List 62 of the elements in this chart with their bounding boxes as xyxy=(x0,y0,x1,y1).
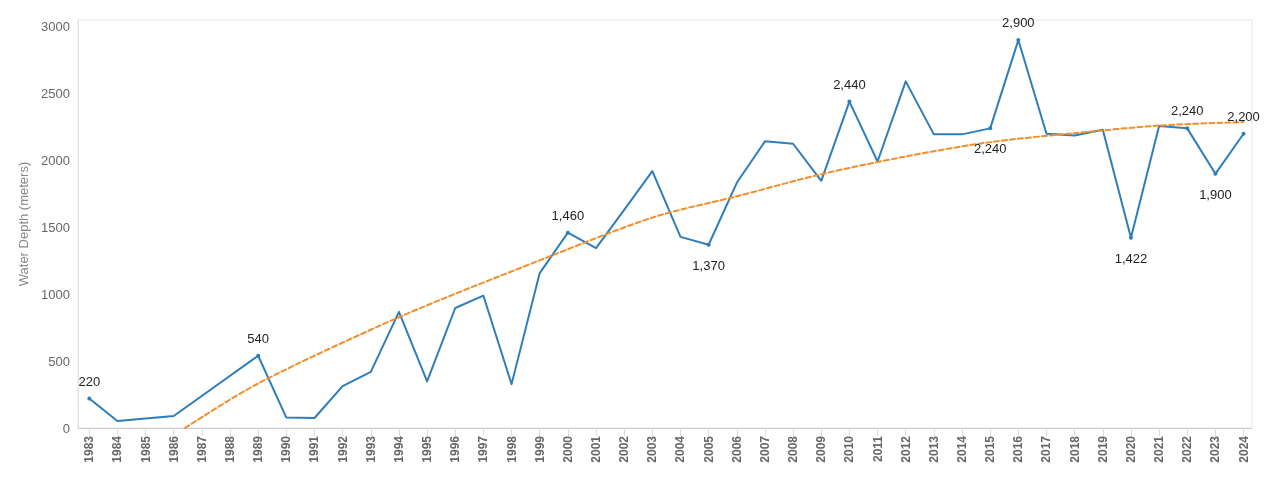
x-tick-label: 2024 xyxy=(1236,435,1251,463)
x-tick-label: 2019 xyxy=(1095,435,1110,463)
x-tick-label: 1993 xyxy=(363,435,378,463)
data-label: 2,200 xyxy=(1227,108,1260,124)
x-tick-label: 1983 xyxy=(82,435,97,463)
data-label: 1,422 xyxy=(1114,250,1148,266)
data-label: 540 xyxy=(247,330,270,346)
data-label: 2,240 xyxy=(973,141,1007,157)
x-tick-label: 1994 xyxy=(391,435,406,463)
x-tick-label: 2009 xyxy=(814,435,829,463)
y-tick-label: 500 xyxy=(48,353,70,369)
y-tick-label: 2500 xyxy=(41,86,70,102)
x-tick-label: 1988 xyxy=(223,435,238,463)
x-tick-label: 1996 xyxy=(448,435,463,463)
y-tick-label: 1500 xyxy=(41,219,70,235)
data-label: 2,240 xyxy=(1170,103,1204,119)
x-tick-label: 2002 xyxy=(617,435,632,463)
x-tick-label: 2013 xyxy=(926,435,941,463)
data-label: 220 xyxy=(78,373,101,389)
x-tick-label: 2005 xyxy=(701,435,716,463)
x-tick-label: 2015 xyxy=(983,435,998,463)
data-label: 1,460 xyxy=(551,207,585,223)
x-tick-label: 2008 xyxy=(786,435,801,463)
x-tick-label: 2023 xyxy=(1208,435,1223,463)
x-tick-label: 1992 xyxy=(335,435,350,463)
x-tick-label: 2022 xyxy=(1180,435,1195,463)
x-tick-label: 2016 xyxy=(1011,435,1026,463)
y-tick-label: 2000 xyxy=(41,152,70,168)
y-axis-title: Water Depth (meters) xyxy=(16,161,32,287)
x-tick-label: 2000 xyxy=(560,435,575,463)
x-tick-label: 2018 xyxy=(1067,435,1082,463)
data-label: 1,900 xyxy=(1199,186,1232,202)
x-tick-label: 1986 xyxy=(166,435,181,463)
x-tick-label: 1998 xyxy=(504,435,519,463)
line-series xyxy=(183,121,1245,429)
data-label: 2,900 xyxy=(1002,15,1035,31)
x-tick-label: 2020 xyxy=(1123,435,1138,463)
x-tick-label: 2012 xyxy=(898,435,913,463)
x-tick-label: 1989 xyxy=(251,435,266,463)
x-tick-label: 1985 xyxy=(138,435,153,463)
x-tick-label: 2011 xyxy=(870,435,885,463)
x-tick-label: 2003 xyxy=(645,435,660,463)
x-tick-label: 1991 xyxy=(307,435,322,463)
x-tick-label: 2014 xyxy=(955,435,970,463)
x-tick-label: 2010 xyxy=(842,435,857,463)
x-tick-label: 1987 xyxy=(194,435,209,463)
x-tick-label: 1990 xyxy=(279,435,294,463)
x-tick-label: 1995 xyxy=(420,435,435,463)
y-tick-label: 1000 xyxy=(41,286,70,302)
x-tick-label: 2017 xyxy=(1039,435,1054,463)
x-tick-label: 2004 xyxy=(673,435,688,463)
x-tick-label: 2007 xyxy=(757,435,772,463)
x-tick-label: 1999 xyxy=(532,435,547,463)
x-tick-label: 2006 xyxy=(729,435,744,463)
y-tick-label: 0 xyxy=(62,420,70,436)
data-label: 1,370 xyxy=(692,257,725,273)
x-tick-label: 1997 xyxy=(476,435,491,463)
x-tick-label: 2001 xyxy=(589,435,604,463)
x-tick-label: 1984 xyxy=(110,435,125,463)
data-label: 2,440 xyxy=(833,76,866,92)
x-tick-label: 2021 xyxy=(1152,435,1167,463)
y-tick-label: 3000 xyxy=(41,19,70,35)
